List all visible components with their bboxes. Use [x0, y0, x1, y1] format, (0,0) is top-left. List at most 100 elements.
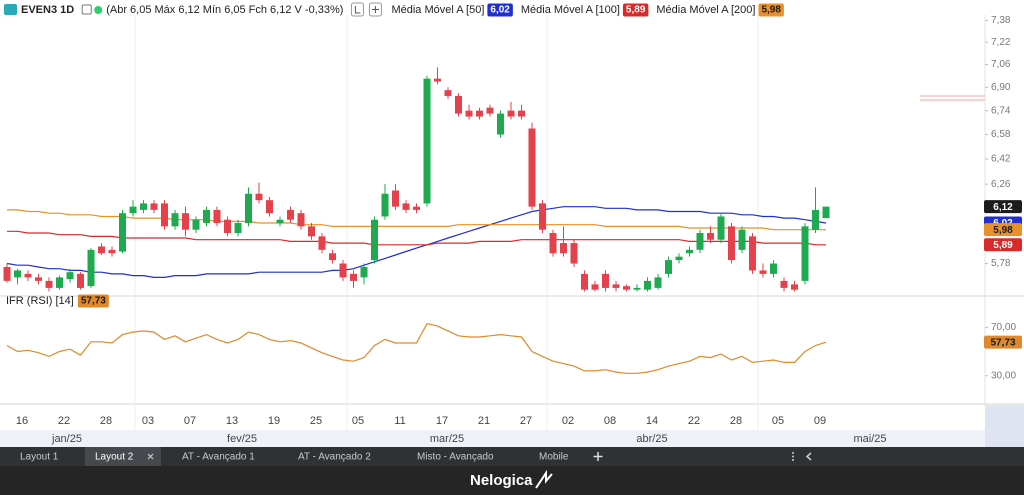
tab-bar [0, 447, 1024, 466]
candle-body [203, 209, 210, 224]
series-line [6, 323, 827, 374]
x-tick-label: 16 [16, 415, 28, 427]
candle-body [255, 193, 263, 201]
candle-body [675, 256, 683, 261]
candle-body [24, 273, 32, 278]
candle-body [150, 203, 158, 210]
legend-value-badge [487, 3, 513, 17]
menu-dot [792, 459, 794, 461]
candle-body [77, 273, 84, 288]
value-badge [984, 335, 1022, 349]
candle-body [560, 243, 567, 254]
x-tick-label: 03 [142, 415, 154, 427]
legend-value: 6,02 [490, 5, 510, 16]
y-tick-label: 70,00 [991, 322, 1016, 333]
candle-body [728, 226, 735, 261]
x-tick-label: 19 [268, 415, 280, 427]
candle-body [476, 110, 483, 117]
candle-body [119, 213, 126, 252]
series-line [7, 209, 826, 231]
candle-body [791, 284, 798, 290]
y-tick-label: 5,78 [991, 258, 1011, 269]
tab[interactable]: Misto - Avançado [417, 452, 494, 463]
candle-body [696, 233, 704, 250]
legend-name: Média Móvel A [200] [656, 4, 755, 16]
legend-value: 5,89 [626, 5, 646, 16]
legend-name: Média Móvel A [50] [391, 4, 484, 16]
tab-close [147, 453, 154, 460]
candle-body [297, 213, 305, 227]
candle-body [213, 209, 221, 224]
candle-body [644, 280, 651, 290]
x-tick-label: 08 [604, 415, 616, 427]
panel-label: IFR (RSI) [14] [6, 295, 74, 307]
tab-controls[interactable] [792, 452, 812, 461]
value-badge-label: 5,89 [993, 240, 1013, 251]
tab[interactable]: AT - Avançado 1 [182, 452, 255, 463]
candle-body [129, 206, 137, 214]
tab[interactable]: Layout 1 [20, 452, 59, 463]
candle-body [570, 243, 578, 264]
candle-body [318, 236, 326, 250]
x-tick-label: 17 [436, 415, 448, 427]
candle-body [371, 219, 378, 261]
candle-body [56, 277, 63, 288]
candle-body [3, 266, 11, 281]
value-badge-label: 6,12 [993, 202, 1013, 213]
legend-name: Média Móvel A [100] [521, 4, 620, 16]
candle-body [381, 193, 389, 217]
collapse-icon [805, 452, 812, 461]
legend-value: 57,73 [81, 296, 106, 307]
candle-body [98, 246, 105, 254]
x-tick-label: 02 [562, 415, 574, 427]
legend-value: 5,98 [761, 5, 781, 16]
candle-body [192, 219, 200, 230]
month-label: mar/25 [430, 433, 464, 445]
tab[interactable]: AT - Avançado 2 [298, 452, 371, 463]
menu-dot [792, 455, 794, 458]
icon-glyph [371, 6, 379, 13]
icon-glyph [354, 6, 361, 14]
y-tick-label: 6,90 [991, 82, 1011, 93]
value-badge-label: 57,73 [990, 337, 1015, 348]
candle-body [497, 113, 504, 135]
month-grid [134, 15, 759, 447]
x-tick-label: 11 [394, 415, 405, 427]
candle-body [486, 107, 494, 114]
legend-value-badge [77, 294, 109, 308]
candle-body [360, 266, 368, 278]
brand: Nelogica [470, 472, 533, 489]
candle-body [602, 273, 609, 288]
month-label: jan/25 [51, 433, 82, 445]
symbol: EVEN3 1D [21, 4, 74, 16]
candle-body [812, 209, 819, 230]
month-label: mai/25 [853, 433, 886, 445]
candle-body [423, 78, 431, 204]
y-tick-label: 7,38 [991, 15, 1011, 26]
value-badge [984, 200, 1022, 214]
x-tick-label: 05 [352, 415, 364, 427]
candle-body [633, 287, 641, 290]
candle-body [507, 110, 515, 117]
y-tick-label: 6,26 [991, 179, 1011, 190]
candle-body [413, 206, 420, 210]
candle-body [171, 213, 179, 227]
candle-body [801, 226, 809, 281]
candle-body [402, 203, 410, 210]
candle-body [623, 286, 630, 290]
candle-body [266, 200, 273, 214]
candle-body [591, 284, 599, 290]
x-tick-label: 22 [688, 415, 700, 427]
candle-body [444, 90, 452, 96]
footer [0, 466, 1024, 495]
y-tick-label: 6,74 [991, 105, 1011, 116]
value-badge [984, 223, 1022, 237]
x-tick-label: 28 [730, 415, 742, 427]
tab[interactable]: Mobile [539, 452, 569, 463]
candle-body [612, 284, 620, 288]
candle-body [287, 209, 294, 220]
tab[interactable]: Layout 2 [95, 452, 134, 463]
candle-body [738, 229, 746, 250]
